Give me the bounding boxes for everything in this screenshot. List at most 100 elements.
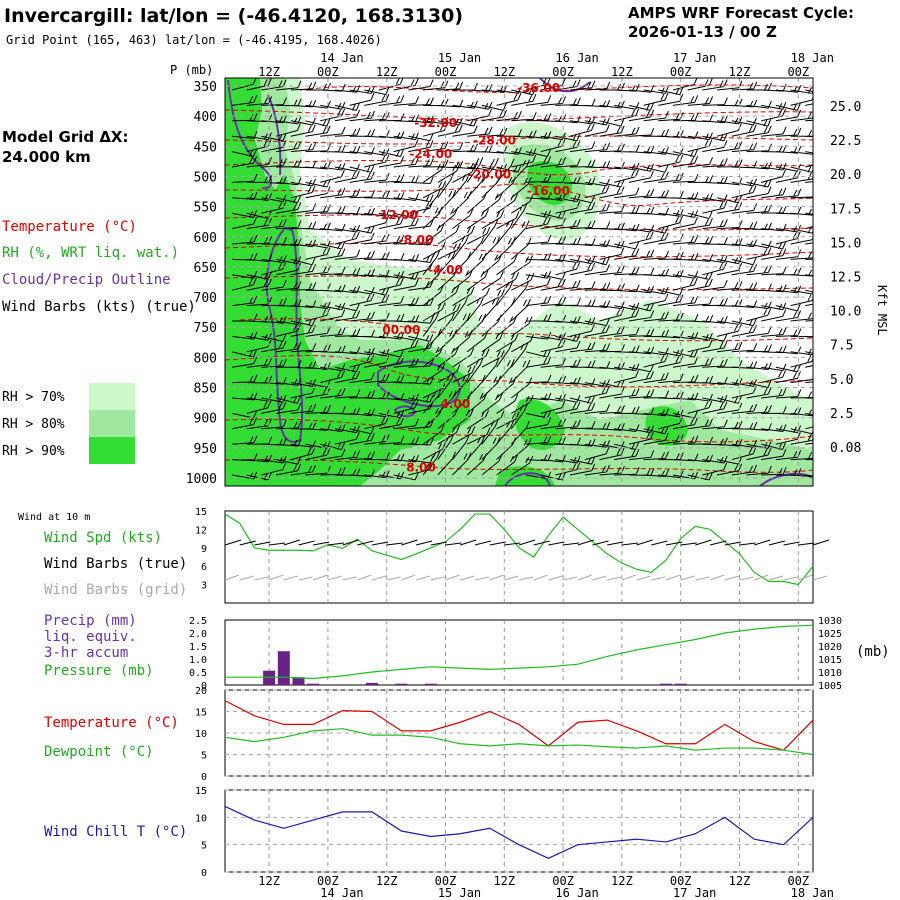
- wind-barb: [731, 81, 758, 91]
- wind-barb: [658, 215, 684, 230]
- wind-barb: [525, 95, 552, 106]
- wind-barb: [790, 236, 813, 245]
- wind-barb: [496, 211, 520, 230]
- surface-wind-barb: [783, 541, 800, 546]
- precip-bar: [424, 683, 437, 685]
- surface-wind-barb: [460, 539, 477, 546]
- wind-barb: [364, 148, 390, 156]
- wind-barb: [246, 236, 273, 245]
- wind-barb: [570, 220, 596, 230]
- wind-barb: [334, 127, 361, 137]
- pressure-tick-label: 1010: [818, 668, 842, 679]
- grid-wind-barb: [724, 575, 739, 581]
- wind-barb: [702, 158, 728, 168]
- wind-barb: [364, 154, 390, 168]
- top-hour-label: 00Z: [435, 65, 457, 79]
- wind-barb: [422, 450, 441, 476]
- wind-barb: [511, 154, 537, 168]
- grid-wind-barb: [489, 574, 504, 581]
- wind-barb: [570, 202, 596, 214]
- value-tick-label: 0: [201, 681, 207, 692]
- wind-barb: [378, 155, 405, 168]
- wind-barb: [320, 467, 346, 476]
- wind-barb: [525, 356, 552, 368]
- wind-barb: [320, 187, 346, 199]
- bottom-hour-label: 00Z: [317, 874, 339, 888]
- wind-barb: [716, 263, 743, 276]
- wind-barb: [790, 96, 813, 106]
- height-tick-label: 12.5: [830, 271, 861, 286]
- bottom-hour-label: 12Z: [611, 874, 633, 888]
- wind-barb: [437, 373, 455, 399]
- legend-cloud-outline: Cloud/Precip Outline: [2, 272, 171, 288]
- wind-barb: [643, 268, 670, 277]
- wind-barb: [466, 296, 485, 322]
- wind-barb: [628, 364, 654, 373]
- top-hour-label: 00Z: [787, 65, 809, 79]
- chill-panel-frame: [224, 789, 814, 873]
- wind-barb: [790, 194, 813, 199]
- wind-barb: [599, 240, 625, 249]
- wind-barb: [805, 197, 813, 199]
- wind-barb: [555, 133, 581, 142]
- wind-barb: [805, 164, 813, 168]
- wind-barb: [599, 380, 625, 389]
- wind-barb: [687, 296, 714, 307]
- top-hour-label: 12Z: [258, 65, 280, 79]
- rh90-label: RH > 90%: [2, 444, 65, 459]
- wind-barb: [584, 142, 611, 153]
- wind-barb: [511, 194, 534, 214]
- legend-dewpoint: Dewpoint (°C): [44, 744, 154, 760]
- wind-barb: [246, 157, 272, 168]
- wind-barb: [231, 95, 258, 106]
- wind-barb: [761, 309, 787, 322]
- wind-barb: [422, 180, 447, 199]
- wind-barb: [643, 165, 669, 173]
- wind-barb: [687, 114, 714, 123]
- wind-barb: [761, 102, 787, 110]
- grid-wind-barb: [445, 574, 460, 581]
- pressure-tick-label: 700: [194, 291, 217, 306]
- wind-barb: [496, 272, 520, 291]
- wind-barb: [452, 391, 473, 414]
- wind-barb: [496, 341, 513, 368]
- wind-barb: [364, 94, 390, 106]
- wind-barb: [334, 303, 360, 312]
- surface-wind-barb: [401, 539, 418, 546]
- wind-barb: [481, 453, 503, 476]
- wind-barb: [231, 453, 258, 462]
- surface-wind-barb: [577, 539, 594, 546]
- wind-barb: [290, 464, 317, 476]
- wind-barb: [320, 169, 345, 183]
- wind-barb: [437, 242, 462, 260]
- wind-barb: [672, 374, 699, 384]
- wind-barb: [320, 309, 346, 322]
- wind-barb: [790, 251, 813, 260]
- wind-barb: [569, 123, 595, 137]
- wind-barb: [452, 225, 476, 245]
- wind-barb: [805, 103, 813, 106]
- wind-barb: [614, 284, 640, 293]
- wind-barb: [672, 277, 698, 291]
- pressure-tick-label: 550: [194, 201, 217, 216]
- top-hour-label: 12Z: [611, 65, 633, 79]
- surface-wind-barb: [239, 540, 256, 546]
- wind-barb: [540, 236, 567, 245]
- wind-barb: [702, 261, 728, 276]
- wind-barb: [687, 278, 713, 291]
- pressure-tick-label: 500: [194, 170, 217, 185]
- height-axis: 25.0 22.5 20.0 17.5 15.0 12.5 10.0 7.5 5.0 2.5 0.0…: [830, 100, 861, 456]
- wind-barb: [555, 79, 581, 91]
- surface-wind-barb: [386, 542, 403, 546]
- wind-barb: [408, 395, 434, 403]
- surface-wind-barb: [709, 540, 727, 546]
- pressure-tick-label: 900: [194, 412, 217, 427]
- wind-barb: [746, 380, 772, 389]
- grid-wind-barb: [577, 574, 592, 581]
- wind-barb: [349, 426, 375, 435]
- grid-wind-barb: [357, 574, 372, 581]
- wind-barb: [231, 216, 257, 230]
- model-grid-label: Model Grid ΔX:: [2, 128, 129, 146]
- wind-barb: [525, 234, 552, 245]
- wind-barb: [320, 363, 346, 372]
